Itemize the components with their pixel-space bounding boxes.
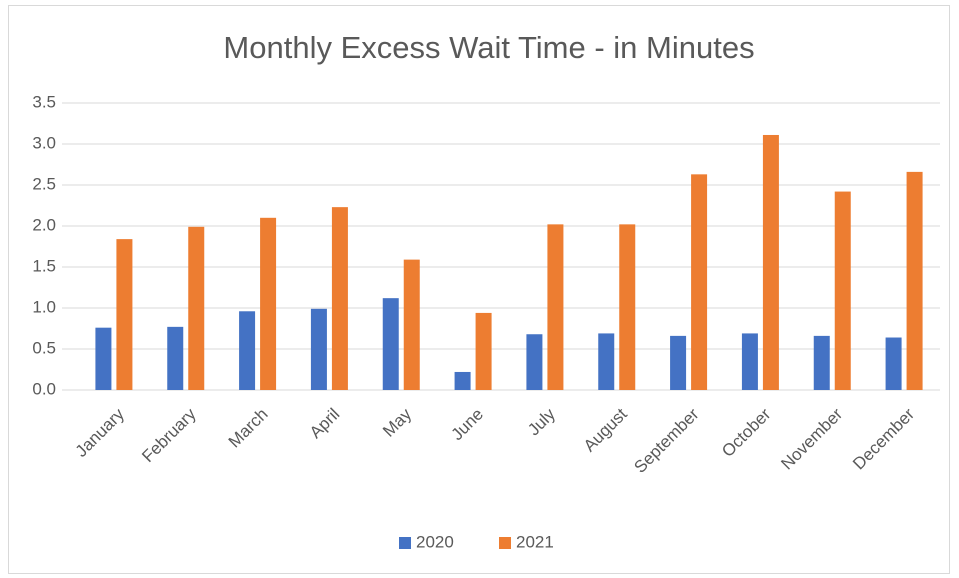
chart-border (8, 5, 950, 574)
bar (116, 239, 133, 390)
y-tick-label: 1.0 (32, 297, 56, 316)
bar (906, 171, 923, 390)
bar (762, 134, 779, 390)
bar (310, 308, 327, 390)
bar (741, 333, 758, 390)
chart-title: Monthly Excess Wait Time - in Minutes (223, 30, 754, 65)
bar (454, 371, 471, 390)
legend-label: 2020 (416, 532, 454, 551)
legend-swatch (499, 537, 511, 549)
bar (95, 327, 112, 390)
legend-label: 2021 (516, 532, 554, 551)
bar (475, 312, 492, 390)
bar (526, 334, 543, 390)
bar (547, 224, 564, 390)
y-tick-label: 3.0 (32, 133, 56, 152)
bar (167, 326, 184, 390)
bar (885, 337, 902, 390)
bar (670, 335, 687, 390)
bar (813, 335, 830, 390)
bar (403, 259, 420, 390)
y-tick-label: 0.5 (32, 338, 56, 357)
bar (239, 311, 256, 390)
bar (331, 207, 348, 390)
bar (598, 333, 615, 390)
bar (619, 224, 636, 390)
bar (188, 226, 205, 390)
y-tick-label: 2.5 (32, 174, 56, 193)
y-tick-label: 1.5 (32, 256, 56, 275)
bar (691, 174, 708, 390)
legend-swatch (399, 537, 411, 549)
y-tick-label: 3.5 (32, 92, 56, 111)
bar (834, 191, 851, 390)
y-tick-label: 0.0 (32, 379, 56, 398)
bar (382, 298, 399, 390)
bar (260, 217, 277, 390)
y-tick-label: 2.0 (32, 215, 56, 234)
